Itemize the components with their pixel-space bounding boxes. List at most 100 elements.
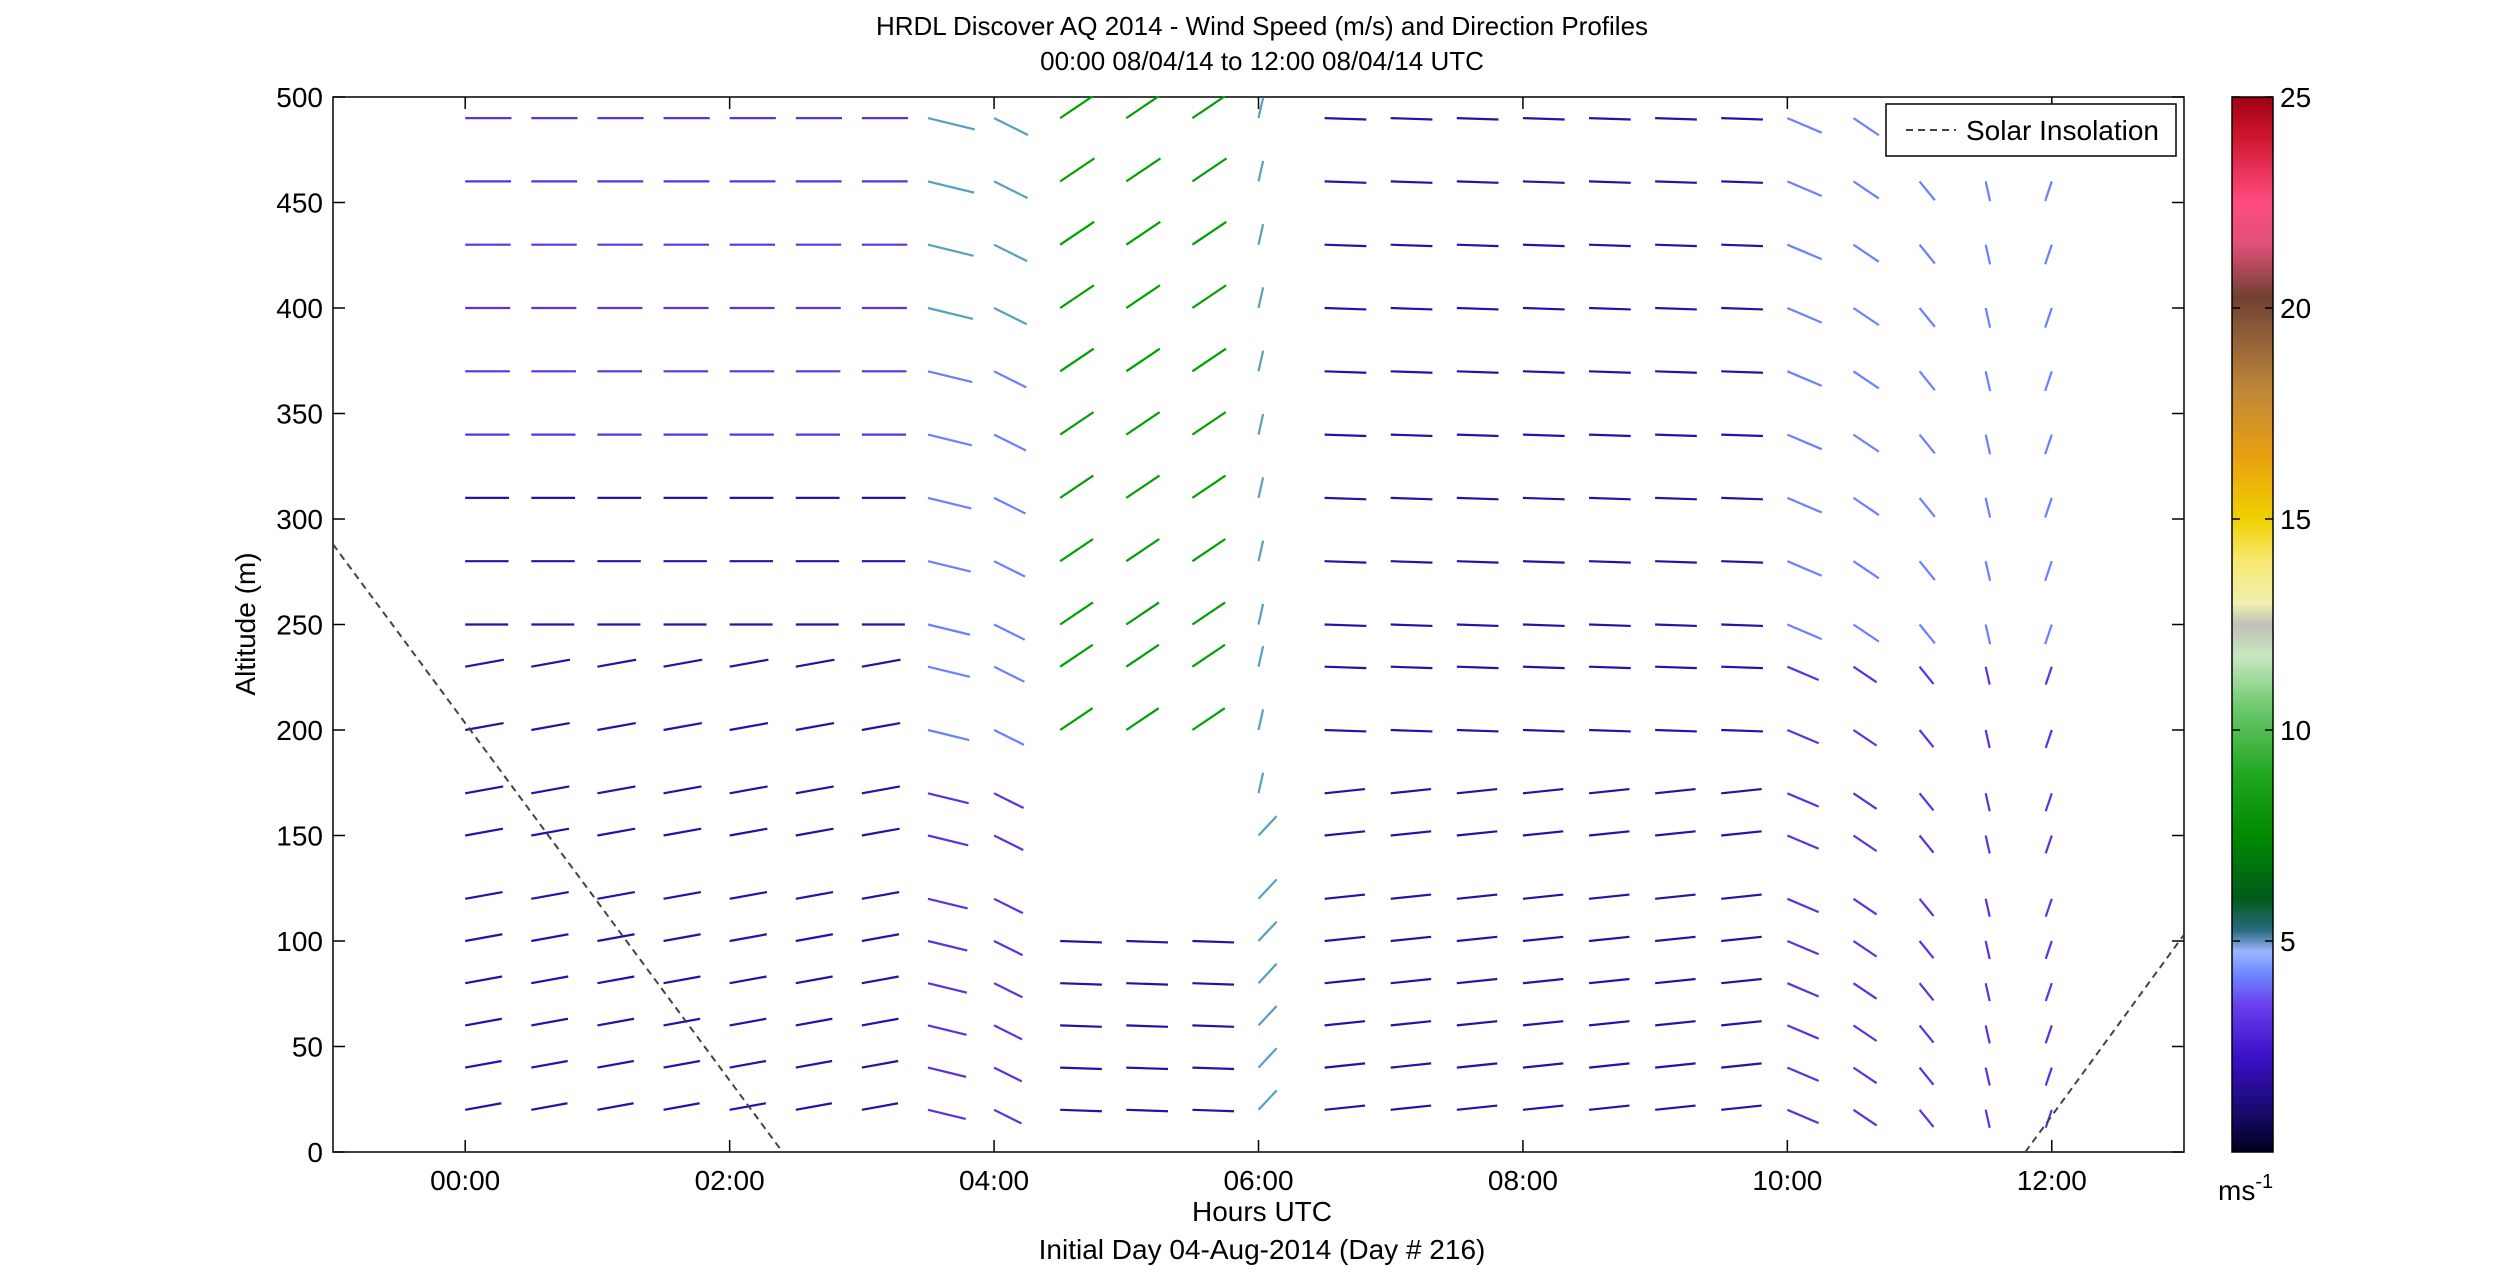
wind-barb bbox=[927, 982, 968, 994]
wind-barb bbox=[1191, 96, 1228, 120]
wind-barb bbox=[927, 117, 975, 131]
wind-barb bbox=[1257, 603, 1265, 625]
wind-barb bbox=[1721, 243, 1763, 248]
wind-barb bbox=[1390, 935, 1432, 943]
wind-barb bbox=[1918, 666, 1935, 685]
wind-barb bbox=[1390, 433, 1433, 438]
wind-barb bbox=[729, 1059, 767, 1069]
wind-barb bbox=[1390, 560, 1433, 564]
wind-barb bbox=[1655, 893, 1696, 900]
wind-barb bbox=[531, 721, 570, 732]
x-axis-ticks: 00:00 02:00 04:00 06:00 08:00 10:00 12:00 bbox=[430, 97, 2087, 1196]
wind-barb bbox=[795, 1102, 833, 1111]
wind-barb bbox=[2044, 729, 2053, 749]
wind-barb bbox=[1059, 220, 1095, 246]
wind-barb bbox=[1655, 243, 1697, 248]
wind-barb bbox=[1984, 244, 1992, 265]
wind-barb bbox=[1390, 1104, 1432, 1111]
wind-barb bbox=[1324, 977, 1366, 985]
wind-barb bbox=[1984, 793, 1991, 812]
wind-barb bbox=[1324, 665, 1367, 670]
wind-barb bbox=[927, 496, 972, 510]
wind-barb bbox=[1852, 665, 1878, 684]
wind-barb bbox=[1324, 370, 1367, 374]
wind-barb bbox=[1522, 433, 1565, 438]
wind-barb bbox=[1721, 830, 1762, 837]
y-tick-label: 50 bbox=[292, 1032, 323, 1063]
wind-barb bbox=[597, 658, 637, 668]
wind-barb bbox=[1918, 729, 1935, 748]
wind-barb bbox=[1918, 1066, 1935, 1086]
wind-barb bbox=[1522, 787, 1564, 795]
wind-barb bbox=[1852, 243, 1880, 263]
wind-barb bbox=[1984, 1025, 1991, 1044]
wind-barb bbox=[1060, 1024, 1102, 1028]
wind-barb bbox=[1257, 815, 1278, 837]
wind-barb bbox=[1655, 370, 1697, 374]
colorbar-gradient bbox=[2231, 96, 2274, 1153]
wind-barb bbox=[1984, 1109, 1991, 1128]
wind-barb bbox=[1390, 977, 1432, 985]
wind-barb bbox=[1786, 665, 1820, 682]
wind-barb bbox=[1984, 729, 1991, 749]
wind-barb bbox=[795, 890, 834, 900]
wind-barb bbox=[1126, 939, 1169, 944]
y-tick-label: 250 bbox=[276, 610, 323, 641]
wind-barb bbox=[1721, 977, 1762, 985]
wind-barb bbox=[927, 1108, 967, 1121]
wind-barb bbox=[729, 658, 769, 668]
wind-barb bbox=[465, 933, 503, 943]
wind-barb bbox=[1721, 728, 1763, 733]
wind-barb bbox=[1721, 623, 1763, 628]
wind-barb bbox=[1390, 180, 1433, 184]
y-tick-label: 200 bbox=[276, 715, 323, 746]
wind-barb bbox=[1257, 540, 1265, 562]
wind-barb bbox=[663, 975, 701, 985]
wind-barb bbox=[1918, 307, 1936, 328]
wind-barb bbox=[597, 785, 636, 795]
wind-barb bbox=[1522, 306, 1565, 311]
wind-barb bbox=[1324, 433, 1367, 438]
wind-barb bbox=[1852, 560, 1880, 580]
wind-barb bbox=[597, 975, 635, 985]
wind-barb bbox=[1721, 1104, 1762, 1111]
wind-barb bbox=[1125, 96, 1162, 120]
wind-barb bbox=[1786, 1108, 1820, 1125]
wind-barb bbox=[1522, 977, 1564, 985]
wind-barb bbox=[1984, 1067, 1991, 1086]
x-axis-label: Hours UTC bbox=[1192, 1196, 1332, 1227]
wind-barb bbox=[927, 306, 974, 321]
wind-barb bbox=[1655, 665, 1697, 670]
wind-barb bbox=[1852, 623, 1880, 643]
wind-barb bbox=[1522, 496, 1565, 501]
wind-barb bbox=[1191, 538, 1226, 563]
wind-barb bbox=[1456, 180, 1499, 184]
wind-barb bbox=[663, 785, 702, 795]
wind-barb bbox=[1257, 645, 1265, 667]
colorbar-tick-label: 25 bbox=[2280, 82, 2311, 113]
wind-barb bbox=[1918, 180, 1936, 201]
wind-barb bbox=[1655, 830, 1696, 837]
wind-barb bbox=[2044, 181, 2053, 202]
wind-barb bbox=[1984, 898, 1991, 917]
wind-barb bbox=[1852, 834, 1878, 853]
wind-barb bbox=[1918, 834, 1935, 854]
wind-barb bbox=[597, 827, 636, 837]
wind-barb bbox=[465, 890, 503, 900]
wind-barb bbox=[1655, 1020, 1696, 1027]
wind-barb bbox=[1655, 787, 1696, 795]
y-tick-label: 0 bbox=[307, 1137, 323, 1168]
wind-barb bbox=[1192, 982, 1235, 986]
wind-barb bbox=[1522, 560, 1565, 564]
wind-barb bbox=[1588, 1020, 1630, 1027]
colorbar-ticks: 5 10 15 20 25 bbox=[2232, 82, 2311, 957]
wind-barb bbox=[1456, 728, 1499, 733]
wind-barb bbox=[1852, 982, 1878, 1000]
colorbar: 5 10 15 20 25 ms-1 bbox=[2218, 82, 2311, 1206]
wind-barb bbox=[927, 1024, 967, 1036]
wind-barb bbox=[1390, 496, 1433, 501]
wind-barb bbox=[2044, 898, 2053, 918]
wind-barb bbox=[2044, 1025, 2053, 1044]
wind-barb bbox=[1984, 835, 1991, 854]
wind-barb bbox=[927, 897, 968, 910]
